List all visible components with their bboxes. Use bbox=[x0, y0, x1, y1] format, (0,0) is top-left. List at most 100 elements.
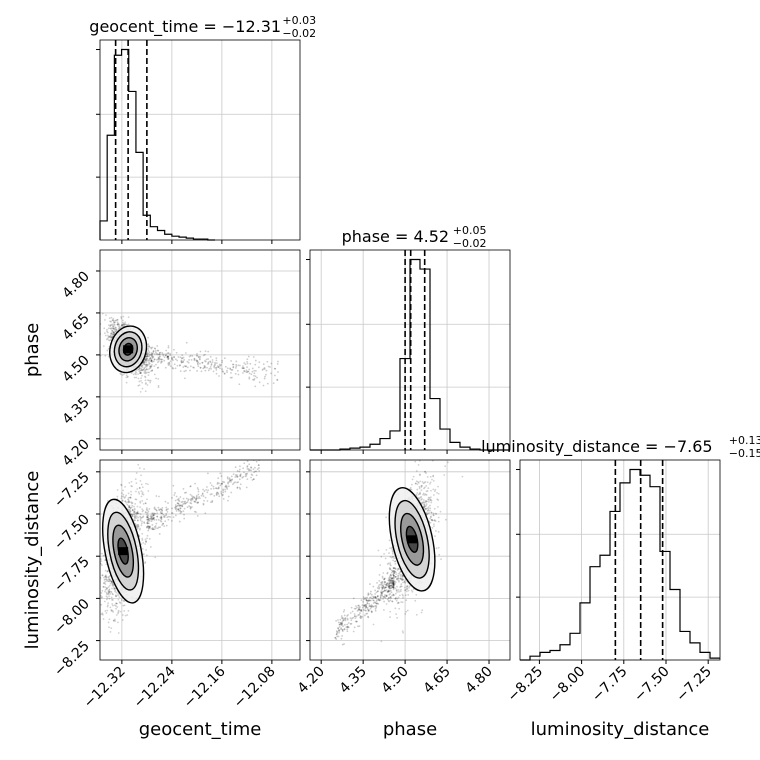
sample-point bbox=[397, 572, 400, 575]
sample-point bbox=[252, 468, 255, 471]
sample-point bbox=[154, 525, 157, 527]
sample-point bbox=[185, 501, 188, 504]
sample-point bbox=[243, 370, 246, 373]
sample-point bbox=[437, 520, 440, 523]
sample-point bbox=[167, 357, 170, 359]
sample-point bbox=[210, 493, 213, 495]
sample-point bbox=[146, 515, 149, 517]
sample-point bbox=[254, 363, 257, 366]
sample-point bbox=[135, 498, 138, 501]
sample-point bbox=[141, 499, 144, 502]
sample-point bbox=[383, 589, 386, 592]
sample-point bbox=[425, 490, 428, 493]
sample-point bbox=[147, 336, 149, 339]
sample-point bbox=[389, 577, 392, 579]
sample-point bbox=[418, 473, 421, 476]
sample-point bbox=[161, 358, 164, 361]
sample-point bbox=[170, 358, 173, 361]
sample-point bbox=[415, 593, 418, 596]
sample-point bbox=[388, 539, 391, 542]
sample-point bbox=[414, 482, 417, 485]
sample-point bbox=[256, 468, 259, 471]
sample-point bbox=[167, 515, 170, 518]
sample-point bbox=[230, 491, 233, 494]
sample-point bbox=[227, 499, 229, 502]
sample-point bbox=[111, 592, 114, 595]
sample-point bbox=[185, 365, 188, 368]
panel-frame bbox=[99, 39, 301, 241]
sample-point bbox=[130, 490, 132, 493]
sample-point bbox=[206, 472, 209, 475]
sample-point bbox=[425, 508, 428, 510]
sample-point bbox=[246, 362, 249, 365]
sample-point bbox=[139, 371, 142, 374]
scatter-panel-geocent_time-luminosity_distance bbox=[99, 459, 301, 661]
sample-point bbox=[254, 359, 257, 362]
sample-point bbox=[433, 525, 435, 528]
sample-point bbox=[196, 362, 199, 365]
sample-point bbox=[108, 584, 111, 587]
sample-point bbox=[120, 483, 122, 486]
sample-point bbox=[234, 476, 237, 478]
sample-point bbox=[388, 579, 391, 582]
sample-point bbox=[106, 328, 108, 331]
sample-point bbox=[147, 514, 150, 517]
sample-point bbox=[215, 492, 218, 495]
sample-point bbox=[196, 359, 199, 362]
sample-point bbox=[166, 510, 169, 513]
sample-point bbox=[153, 512, 156, 515]
sample-point bbox=[183, 513, 185, 516]
sample-point bbox=[120, 324, 123, 327]
sample-point bbox=[136, 512, 139, 514]
sample-point bbox=[147, 519, 150, 522]
sample-point bbox=[146, 483, 149, 486]
sample-point bbox=[421, 485, 423, 487]
sample-point bbox=[189, 369, 191, 372]
sample-point bbox=[127, 508, 130, 511]
sample-point bbox=[165, 349, 168, 352]
sample-point bbox=[225, 485, 227, 488]
sample-point bbox=[195, 497, 198, 500]
sample-point bbox=[147, 347, 149, 350]
sample-point bbox=[106, 593, 109, 596]
sample-point bbox=[166, 356, 169, 358]
sample-point bbox=[241, 476, 244, 479]
sample-point bbox=[110, 335, 113, 338]
sample-point bbox=[179, 512, 182, 515]
sample-point bbox=[177, 497, 180, 500]
sample-point bbox=[177, 356, 180, 358]
sample-point bbox=[183, 517, 186, 520]
sample-point bbox=[138, 487, 141, 489]
sample-point bbox=[424, 505, 426, 508]
sample-point bbox=[144, 359, 147, 362]
sample-point bbox=[102, 582, 105, 584]
sample-point bbox=[128, 482, 131, 484]
sample-point bbox=[110, 333, 113, 335]
sample-point bbox=[120, 316, 122, 318]
sample-point bbox=[143, 521, 145, 523]
sample-point bbox=[394, 597, 397, 600]
sample-point bbox=[160, 358, 162, 361]
sample-point bbox=[122, 319, 124, 322]
sample-point bbox=[383, 583, 386, 586]
sample-point bbox=[113, 587, 116, 590]
sample-point bbox=[114, 594, 117, 597]
sample-point bbox=[111, 333, 114, 336]
sample-point bbox=[148, 358, 150, 361]
sample-point bbox=[209, 493, 212, 496]
sample-point bbox=[239, 474, 241, 476]
sample-point bbox=[107, 355, 110, 358]
sample-point bbox=[180, 360, 183, 363]
sample-point bbox=[116, 318, 119, 321]
sample-point bbox=[112, 319, 115, 322]
sample-point bbox=[117, 323, 120, 326]
sample-point bbox=[420, 611, 423, 614]
sample-point bbox=[394, 587, 397, 590]
sample-point bbox=[231, 478, 234, 481]
sample-point bbox=[149, 517, 152, 520]
sample-point bbox=[253, 372, 256, 375]
sample-point bbox=[248, 463, 251, 466]
sample-point bbox=[189, 507, 192, 510]
sample-point bbox=[187, 498, 190, 501]
sample-point bbox=[215, 487, 218, 490]
